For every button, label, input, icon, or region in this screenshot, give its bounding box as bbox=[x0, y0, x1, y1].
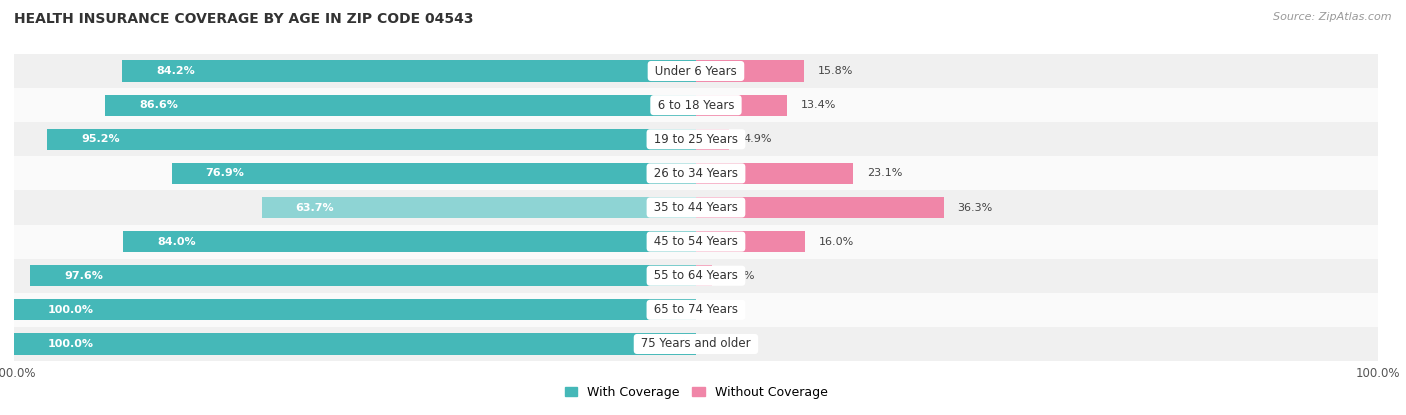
Text: 95.2%: 95.2% bbox=[82, 134, 120, 144]
Text: 2.4%: 2.4% bbox=[725, 271, 755, 281]
Bar bbox=[14, 190, 1378, 225]
Text: 6 to 18 Years: 6 to 18 Years bbox=[654, 99, 738, 112]
Text: 76.9%: 76.9% bbox=[205, 168, 245, 178]
Bar bbox=[696, 231, 806, 252]
Text: 97.6%: 97.6% bbox=[65, 271, 104, 281]
Text: 84.2%: 84.2% bbox=[156, 66, 194, 76]
Text: 36.3%: 36.3% bbox=[957, 203, 993, 212]
Bar bbox=[14, 156, 1378, 190]
Text: 63.7%: 63.7% bbox=[295, 203, 335, 212]
Text: 0.0%: 0.0% bbox=[710, 339, 738, 349]
Text: 55 to 64 Years: 55 to 64 Years bbox=[650, 269, 742, 282]
Bar bbox=[172, 163, 696, 184]
Bar bbox=[105, 95, 696, 116]
Text: Under 6 Years: Under 6 Years bbox=[651, 64, 741, 78]
Text: 35 to 44 Years: 35 to 44 Years bbox=[650, 201, 742, 214]
Text: 13.4%: 13.4% bbox=[801, 100, 837, 110]
Legend: With Coverage, Without Coverage: With Coverage, Without Coverage bbox=[560, 381, 832, 404]
Text: 86.6%: 86.6% bbox=[139, 100, 179, 110]
Text: 16.0%: 16.0% bbox=[818, 237, 853, 247]
Bar bbox=[696, 129, 730, 150]
Text: 45 to 54 Years: 45 to 54 Years bbox=[650, 235, 742, 248]
Text: 84.0%: 84.0% bbox=[157, 237, 195, 247]
Bar bbox=[14, 88, 1378, 122]
Bar bbox=[262, 197, 696, 218]
Bar bbox=[14, 327, 1378, 361]
Bar bbox=[14, 333, 696, 354]
Bar bbox=[696, 163, 853, 184]
Bar bbox=[31, 265, 696, 286]
Bar bbox=[14, 54, 1378, 88]
Text: 15.8%: 15.8% bbox=[817, 66, 852, 76]
Bar bbox=[122, 61, 696, 82]
Bar bbox=[14, 225, 1378, 259]
Bar bbox=[14, 122, 1378, 156]
Bar bbox=[124, 231, 696, 252]
Bar bbox=[696, 197, 943, 218]
Bar bbox=[14, 299, 696, 320]
Bar bbox=[14, 293, 1378, 327]
Text: Source: ZipAtlas.com: Source: ZipAtlas.com bbox=[1274, 12, 1392, 22]
Bar bbox=[696, 95, 787, 116]
Bar bbox=[696, 61, 804, 82]
Bar bbox=[46, 129, 696, 150]
Text: 23.1%: 23.1% bbox=[868, 168, 903, 178]
Text: HEALTH INSURANCE COVERAGE BY AGE IN ZIP CODE 04543: HEALTH INSURANCE COVERAGE BY AGE IN ZIP … bbox=[14, 12, 474, 27]
Bar bbox=[696, 265, 713, 286]
Text: 4.9%: 4.9% bbox=[742, 134, 772, 144]
Text: 26 to 34 Years: 26 to 34 Years bbox=[650, 167, 742, 180]
Text: 0.0%: 0.0% bbox=[710, 305, 738, 315]
Bar bbox=[14, 259, 1378, 293]
Text: 75 Years and older: 75 Years and older bbox=[637, 337, 755, 351]
Text: 19 to 25 Years: 19 to 25 Years bbox=[650, 133, 742, 146]
Text: 100.0%: 100.0% bbox=[48, 339, 94, 349]
Text: 100.0%: 100.0% bbox=[48, 305, 94, 315]
Text: 65 to 74 Years: 65 to 74 Years bbox=[650, 303, 742, 316]
